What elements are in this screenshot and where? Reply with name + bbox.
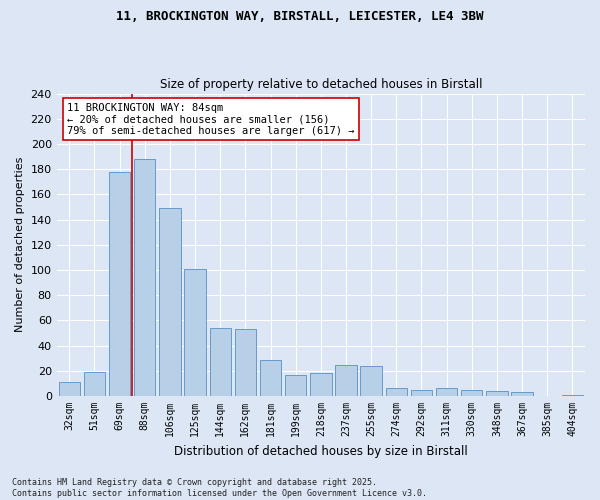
Bar (436, 388, 457, 396)
Bar (134, 159, 155, 396)
Bar (461, 390, 482, 396)
Bar (59, 382, 80, 396)
Bar (84, 372, 105, 396)
Title: Size of property relative to detached houses in Birstall: Size of property relative to detached ho… (160, 78, 482, 91)
Bar (361, 366, 382, 396)
Bar (411, 390, 432, 396)
Bar (386, 388, 407, 396)
Y-axis label: Number of detached properties: Number of detached properties (15, 157, 25, 332)
Bar (209, 328, 231, 396)
Bar (184, 269, 206, 396)
X-axis label: Distribution of detached houses by size in Birstall: Distribution of detached houses by size … (174, 444, 468, 458)
Text: 11 BROCKINGTON WAY: 84sqm
← 20% of detached houses are smaller (156)
79% of semi: 11 BROCKINGTON WAY: 84sqm ← 20% of detac… (67, 102, 355, 136)
Bar (511, 392, 533, 396)
Text: 11, BROCKINGTON WAY, BIRSTALL, LEICESTER, LE4 3BW: 11, BROCKINGTON WAY, BIRSTALL, LEICESTER… (116, 10, 484, 23)
Bar (235, 330, 256, 396)
Bar (285, 374, 307, 396)
Bar (486, 391, 508, 396)
Text: Contains HM Land Registry data © Crown copyright and database right 2025.
Contai: Contains HM Land Registry data © Crown c… (12, 478, 427, 498)
Bar (109, 172, 130, 396)
Bar (310, 374, 332, 396)
Bar (159, 208, 181, 396)
Bar (260, 360, 281, 396)
Bar (335, 364, 356, 396)
Bar (562, 395, 583, 396)
